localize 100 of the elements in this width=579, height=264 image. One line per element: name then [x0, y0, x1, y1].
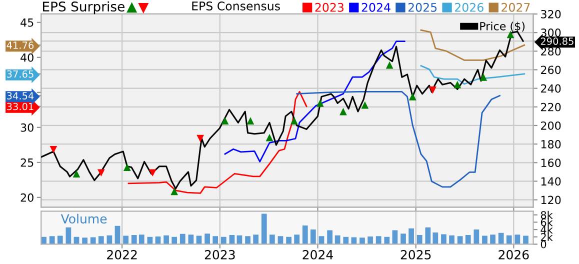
point: [386, 61, 394, 69]
point: [454, 80, 462, 88]
y-tick-label: 41.76: [6, 42, 34, 49]
x-tick-label: 2025: [400, 250, 431, 260]
bar: [204, 234, 210, 244]
bar: [343, 236, 349, 244]
bar: [82, 238, 88, 244]
point: [246, 117, 254, 125]
point: [266, 134, 274, 142]
point: [429, 86, 436, 94]
bar: [261, 214, 267, 244]
point: [361, 101, 369, 109]
point: [148, 169, 156, 177]
point: [123, 164, 131, 171]
bar: [123, 236, 128, 244]
y-tick-label: 0: [540, 240, 546, 248]
bar: [327, 230, 332, 244]
annotation: EPS Surprise: [42, 1, 124, 14]
bar: [523, 236, 528, 244]
y-tick-label: 40: [20, 53, 34, 62]
y-tick-label: 45: [20, 18, 34, 27]
y-tick-label: 4k: [540, 226, 553, 234]
y-tick-label: 37.65: [7, 70, 34, 78]
point: [50, 146, 58, 154]
x-tick-label: 2023: [204, 250, 235, 260]
bar: [310, 230, 316, 244]
y2-tick-label: 120: [541, 196, 561, 204]
bar: [286, 236, 292, 244]
y2-tick-label: 290.85: [540, 38, 574, 45]
x-tick-label: 2026: [498, 250, 529, 260]
line-series: [420, 65, 526, 85]
bar: [376, 236, 382, 244]
legend-label: Price ($): [480, 22, 525, 32]
point: [196, 134, 204, 142]
x-tick-label: 2024: [302, 250, 333, 260]
bar: [368, 236, 373, 244]
y-tick-label: 2k: [540, 232, 553, 241]
bar: [172, 236, 178, 244]
y-tick-label: 30: [20, 123, 34, 132]
bar: [302, 226, 308, 244]
bar: [164, 235, 169, 244]
legend-label: 2027: [502, 2, 530, 12]
y-tick-label: 6k: [540, 218, 553, 226]
bar: [408, 228, 414, 244]
y2-tick-label: 260: [541, 66, 561, 74]
point: [170, 188, 178, 196]
bar: [49, 236, 55, 244]
line-series: [224, 40, 406, 162]
y2-tick-label: 200: [541, 121, 561, 130]
bar: [253, 234, 258, 244]
legend-title: EPS Consensus: [192, 2, 280, 10]
bar: [57, 236, 63, 244]
y2-tick-label: 220: [541, 102, 561, 112]
bar: [400, 234, 406, 244]
bar: [384, 236, 390, 244]
legend-label: 2026: [454, 2, 484, 12]
line-series: [296, 91, 500, 188]
bar: [490, 234, 496, 244]
y-tick-label: 8k: [540, 210, 553, 219]
bar: [482, 236, 488, 244]
y2-tick-label: 160: [541, 158, 561, 168]
legend-label: 2023: [315, 2, 344, 12]
line-series: [128, 91, 308, 194]
bar: [294, 234, 300, 244]
bar: [416, 235, 422, 244]
bar: [457, 236, 463, 244]
point: [408, 93, 416, 100]
y-tick-label: 34.54: [7, 92, 34, 100]
bar: [98, 236, 104, 244]
y2-tick-label: 300: [541, 28, 561, 37]
bar: [498, 232, 504, 244]
bar: [131, 235, 137, 244]
bar: [180, 234, 186, 244]
bar: [220, 236, 226, 244]
y2-tick-label: 240: [541, 84, 561, 93]
bar: [212, 236, 218, 244]
bar: [245, 236, 250, 244]
point: [97, 169, 105, 177]
bar: [334, 235, 340, 244]
point: [72, 170, 80, 178]
bar: [360, 238, 365, 244]
bar: [441, 234, 446, 244]
bar: [465, 235, 471, 244]
x-tick-label: 2022: [107, 250, 137, 260]
point: [506, 30, 514, 38]
y-tick-label: 33.01: [7, 102, 34, 110]
bar: [138, 234, 144, 244]
y2-tick-label: 320: [541, 10, 561, 18]
y-tick-label: 20: [20, 193, 34, 202]
bar: [449, 235, 454, 244]
bar: [425, 227, 431, 244]
bar: [432, 232, 438, 244]
point: [340, 108, 347, 116]
y2-tick-label: 140: [541, 177, 561, 186]
point: [316, 100, 324, 107]
bar: [90, 237, 96, 244]
y-tick-label: 25: [20, 158, 34, 167]
bar: [269, 234, 275, 244]
annotation: Volume: [60, 214, 107, 224]
legend-label: 2025: [408, 2, 437, 12]
